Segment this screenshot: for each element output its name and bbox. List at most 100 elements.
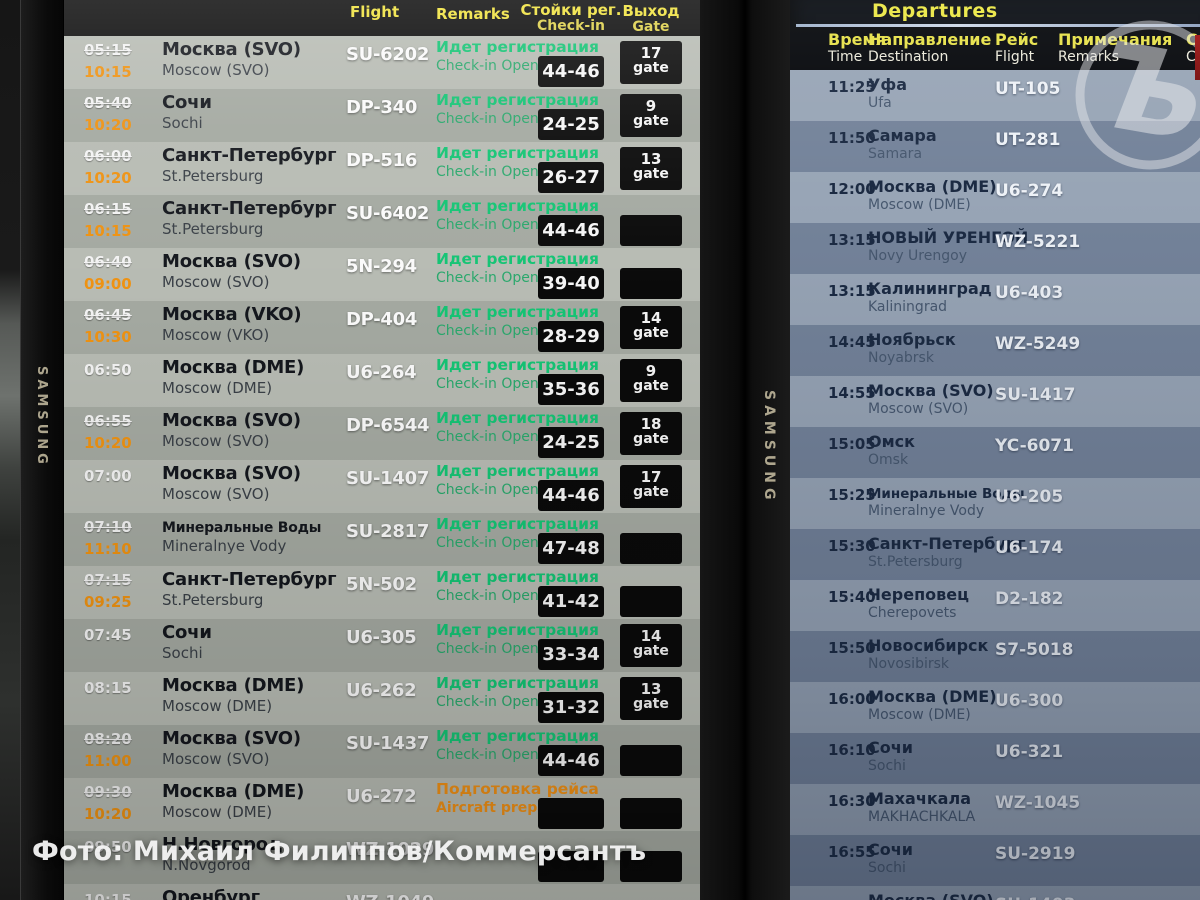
remark-ru: Идет регистрация bbox=[436, 250, 599, 268]
column-remarks: Remarks bbox=[436, 5, 510, 23]
destination-en: St.Petersburg bbox=[162, 167, 264, 185]
flight-number: DP-404 bbox=[346, 309, 418, 330]
destination-cell: Москва (SVO) Moscow (SVO) bbox=[162, 36, 347, 79]
gate-number: 18 bbox=[640, 415, 662, 433]
flight-number: U6-403 bbox=[995, 283, 1064, 303]
flight-number: 5N-502 bbox=[346, 574, 417, 595]
destination-ru: Москва (SVO) bbox=[868, 381, 994, 400]
destination-ru: Минеральные Воды bbox=[162, 520, 322, 536]
destination-en: St.Petersburg bbox=[162, 220, 264, 238]
remark-en: Check-in Open bbox=[436, 535, 539, 551]
expected-time: 11:10 bbox=[84, 540, 132, 558]
remarks-cell: Идет регистрация Check-in Open bbox=[436, 619, 601, 657]
destination-en: Novosibirsk bbox=[868, 656, 950, 672]
destination-ru: Москва (DME) bbox=[162, 781, 305, 802]
gate-word: gate bbox=[633, 484, 669, 500]
time-cell: 05:15 10:15 bbox=[84, 36, 158, 81]
destination-ru: Москва (DME) bbox=[162, 357, 305, 378]
destination-en: Moscow (SVO) bbox=[162, 61, 270, 79]
expected-time: 10:20 bbox=[84, 805, 132, 823]
destination-ru: Сочи bbox=[868, 840, 913, 859]
column-gate-ru: Выход bbox=[622, 2, 680, 20]
table-row: 07:00 Москва (SVO) Moscow (SVO) SU-1407 … bbox=[64, 460, 700, 513]
flight-number: SU-2817 bbox=[346, 521, 430, 542]
destination-cell: Москва (DME) Moscow (DME) bbox=[868, 682, 998, 723]
time-cell: 07:00 bbox=[84, 460, 158, 485]
time-cell: 16:10 bbox=[828, 741, 876, 759]
remark-en: Check-in Open bbox=[436, 694, 539, 710]
remark-ru: Подготовка рейса bbox=[436, 780, 599, 798]
destination-en: Omsk bbox=[868, 452, 909, 468]
time-cell: 15:40 bbox=[828, 588, 876, 606]
gate-badge: 13 gate bbox=[620, 677, 682, 720]
destination-en: Sochi bbox=[868, 758, 906, 774]
gate-word: gate bbox=[633, 60, 669, 76]
table-row: 11:50 Самара Samara UT-281 bbox=[790, 121, 1200, 172]
expected-time: 10:20 bbox=[84, 116, 132, 134]
flight-number: U6-262 bbox=[346, 680, 417, 701]
flight-number: WZ-5249 bbox=[995, 334, 1081, 354]
gate-number: 17 bbox=[640, 468, 662, 486]
table-row: 06:15 10:15 Санкт-Петербург St.Petersbur… bbox=[64, 195, 700, 248]
time-cell: 06:50 bbox=[84, 354, 158, 379]
destination-en: Sochi bbox=[162, 114, 203, 132]
expected-time: 10:20 bbox=[84, 434, 132, 452]
destination-en: Mineralnye Vody bbox=[868, 503, 985, 519]
destination-ru: Москва (DME) bbox=[162, 675, 305, 696]
time-cell: 07:15 09:25 bbox=[84, 566, 158, 611]
remark-ru: Идет регистрация bbox=[436, 621, 599, 639]
gate-word: gate bbox=[633, 166, 669, 182]
remarks-cell: Идет регистрация Check-in Open bbox=[436, 407, 601, 445]
destination-cell: Минеральные Воды Mineralnye Vody bbox=[162, 513, 347, 555]
column-destination-ru: Направление bbox=[868, 30, 992, 49]
table-row: 06:00 10:20 Санкт-Петербург St.Petersbur… bbox=[64, 142, 700, 195]
checkin-desk-badge: 26-27 bbox=[538, 162, 604, 193]
destination-cell: Калининград Kaliningrad bbox=[868, 274, 998, 315]
destination-en: Moscow (SVO) bbox=[162, 485, 270, 503]
time-cell: 06:45 10:30 bbox=[84, 301, 158, 346]
gate-badge: gate bbox=[620, 533, 682, 564]
time-cell: 15:05 bbox=[828, 435, 876, 453]
flight-number: SU-2919 bbox=[995, 844, 1076, 864]
destination-cell: Сочи Sochi bbox=[868, 733, 998, 774]
flight-number: WZ-1045 bbox=[995, 793, 1081, 813]
destination-cell: Москва (DME) Moscow (DME) bbox=[162, 672, 347, 715]
table-row: 16:30 Махачкала MAKHACHKALA WZ-1045 bbox=[790, 784, 1200, 835]
destination-cell: Ноябрьск Noyabrsk bbox=[868, 325, 998, 366]
destination-cell: Махачкала MAKHACHKALA bbox=[868, 784, 998, 825]
time-cell: 15:30 bbox=[828, 537, 876, 555]
destination-ru: Н.Новгород bbox=[162, 834, 283, 855]
flight-number: UT-105 bbox=[995, 79, 1061, 99]
expected-time: 09:25 bbox=[84, 593, 132, 611]
flight-number: U6-274 bbox=[995, 181, 1064, 201]
destination-en: Moscow (DME) bbox=[868, 707, 971, 723]
remarks-cell: Идет регистрация Check-in Open bbox=[436, 301, 601, 339]
time-cell: 06:15 10:15 bbox=[84, 195, 158, 240]
remarks-cell: Идет регистрация Check-in Open bbox=[436, 725, 601, 763]
remarks-cell: Идет регистрация Check-in Open bbox=[436, 460, 601, 498]
time-cell: 07:45 bbox=[84, 619, 158, 644]
remark-ru: Идет регистрация bbox=[436, 409, 599, 427]
destination-ru: Москва (SVO) bbox=[162, 728, 301, 749]
time-cell: 11:50 bbox=[828, 129, 876, 147]
destination-en: Cherepovets bbox=[868, 605, 957, 621]
flight-number: YC-6071 bbox=[995, 436, 1074, 456]
scheduled-time: 06:15 bbox=[84, 200, 132, 218]
flight-number: 5N-294 bbox=[346, 256, 417, 277]
time-cell: 14:55 bbox=[828, 384, 876, 402]
table-row: 05:40 10:20 Сочи Sochi DP-340 Идет регис… bbox=[64, 89, 700, 142]
flight-number: SU-1417 bbox=[995, 385, 1076, 405]
flight-number: U6-205 bbox=[995, 487, 1064, 507]
right-board-rows: 11:25 Уфа Ufa UT-105 11:50 Самара Samara… bbox=[790, 70, 1200, 900]
column-gate-en: Gate bbox=[632, 19, 670, 35]
expected-time: 10:15 bbox=[84, 222, 132, 240]
remarks-cell: Идет регистрация Check-in Open bbox=[436, 248, 601, 286]
remark-en: Check-in Open bbox=[436, 164, 539, 180]
scheduled-time: 06:45 bbox=[84, 306, 132, 324]
column-flight: Flight bbox=[350, 3, 400, 21]
table-row: 08:20 11:00 Москва (SVO) Moscow (SVO) SU… bbox=[64, 725, 700, 778]
left-board-header: Flight Remarks Стойки рег. Check-in Выхо… bbox=[64, 0, 700, 36]
destination-cell: Уфа Ufa bbox=[868, 70, 998, 111]
checkin-desk-badge: 24-25 bbox=[538, 109, 604, 140]
right-board-header: Время Time Направление Destination Рейс … bbox=[790, 27, 1200, 70]
